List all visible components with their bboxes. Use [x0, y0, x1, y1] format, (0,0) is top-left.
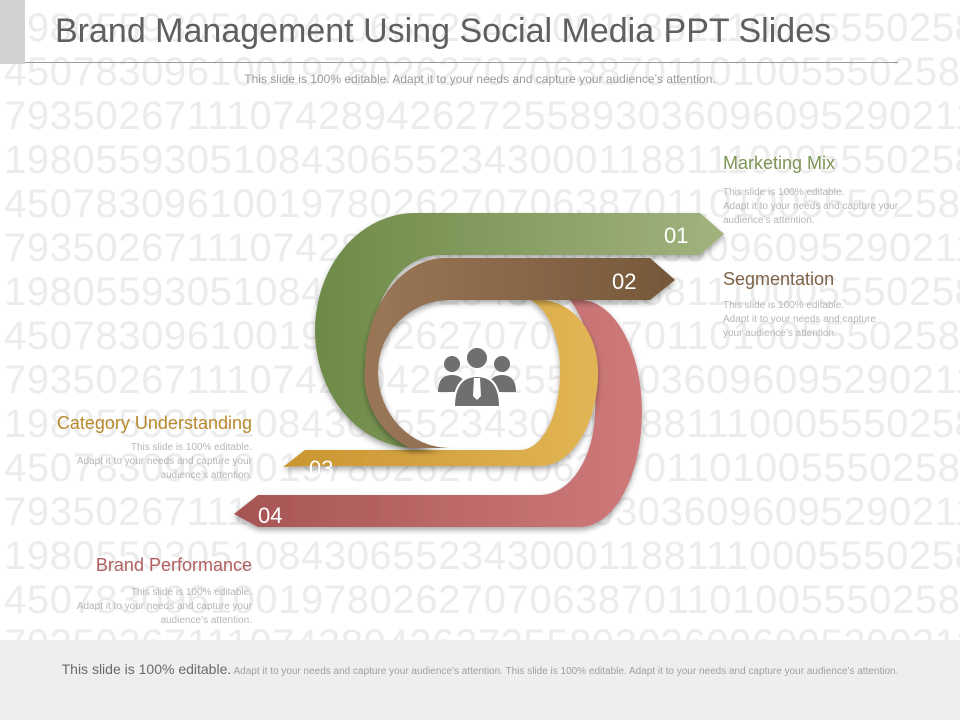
background-digit-row: 7935026711107428942627255893036096095290… [4, 94, 960, 138]
slide-title: Brand Management Using Social Media PPT … [55, 12, 832, 50]
marketing-mix-description: This slide is 100% editable. Adapt it to… [723, 186, 953, 228]
marketing-mix-desc-line1: This slide is 100% editable. [723, 187, 845, 198]
step-number-02: 02 [612, 269, 636, 294]
band-04 [234, 300, 642, 527]
step-number-01: 01 [664, 223, 688, 248]
category-understanding-heading: Category Understanding [56, 413, 252, 433]
brand-performance-description: This slide is 100% editable. Adapt it to… [12, 586, 252, 628]
category-understanding-desc-line2: Adapt it to your needs and capture your [76, 456, 252, 467]
corner-accent-bar [0, 0, 25, 64]
brand-performance-desc-line3: audience’s attention. [160, 615, 252, 626]
category-understanding-description: This slide is 100% editable. Adapt it to… [12, 441, 252, 483]
segmentation-desc-line3: your audience’s attention. [723, 328, 837, 339]
marketing-mix-desc-line3: audience’s attention. [723, 215, 815, 226]
footer-rest: Adapt it to your needs and capture your … [231, 666, 899, 677]
marketing-mix-desc-line2: Adapt it to your needs and capture your [723, 201, 899, 212]
brand-performance-desc-line1: This slide is 100% editable. [130, 587, 252, 598]
segmentation-heading: Segmentation [723, 269, 835, 289]
footer-text: This slide is 100% editable. Adapt it to… [30, 662, 930, 679]
background-digit-row: 1980559305108430655234300011881110005550… [4, 534, 960, 578]
segmentation-desc-line1: This slide is 100% editable. [723, 300, 845, 311]
background-digit-row: 1980559305108430655234300011881110005550… [4, 138, 960, 182]
background-digit-row: 1980559305108430655234300011881110005550… [4, 6, 960, 50]
footer-band: This slide is 100% editable. Adapt it to… [0, 640, 960, 720]
band-01 [315, 213, 724, 448]
segmentation-description: This slide is 100% editable. Adapt it to… [723, 299, 953, 341]
brand-performance-desc-line2: Adapt it to your needs and capture your [76, 601, 252, 612]
background-digit-row: 4507830961001978026270706387011010055502… [4, 50, 960, 94]
step-number-03: 03 [309, 456, 333, 481]
category-understanding-desc-line3: audience’s attention. [160, 470, 252, 481]
step-number-04: 04 [258, 503, 282, 528]
category-understanding-desc-line1: This slide is 100% editable. [130, 442, 252, 453]
business-team-icon [438, 346, 516, 408]
footer-lead: This slide is 100% editable. [61, 661, 232, 677]
background-digit-row: 1980559305108430655234300011881110005550… [4, 402, 960, 446]
segmentation-desc-line2: Adapt it to your needs and capture [723, 314, 876, 325]
marketing-mix-heading: Marketing Mix [723, 153, 836, 173]
background-digit-row: 4507830961001978026270706387011010055502… [4, 578, 960, 622]
title-underline [25, 62, 898, 63]
brand-performance-heading: Brand Performance [95, 555, 252, 575]
band-03 [283, 297, 598, 467]
band-02 [364, 258, 675, 448]
slide-subtitle: This slide is 100% editable. Adapt it to… [244, 72, 716, 86]
